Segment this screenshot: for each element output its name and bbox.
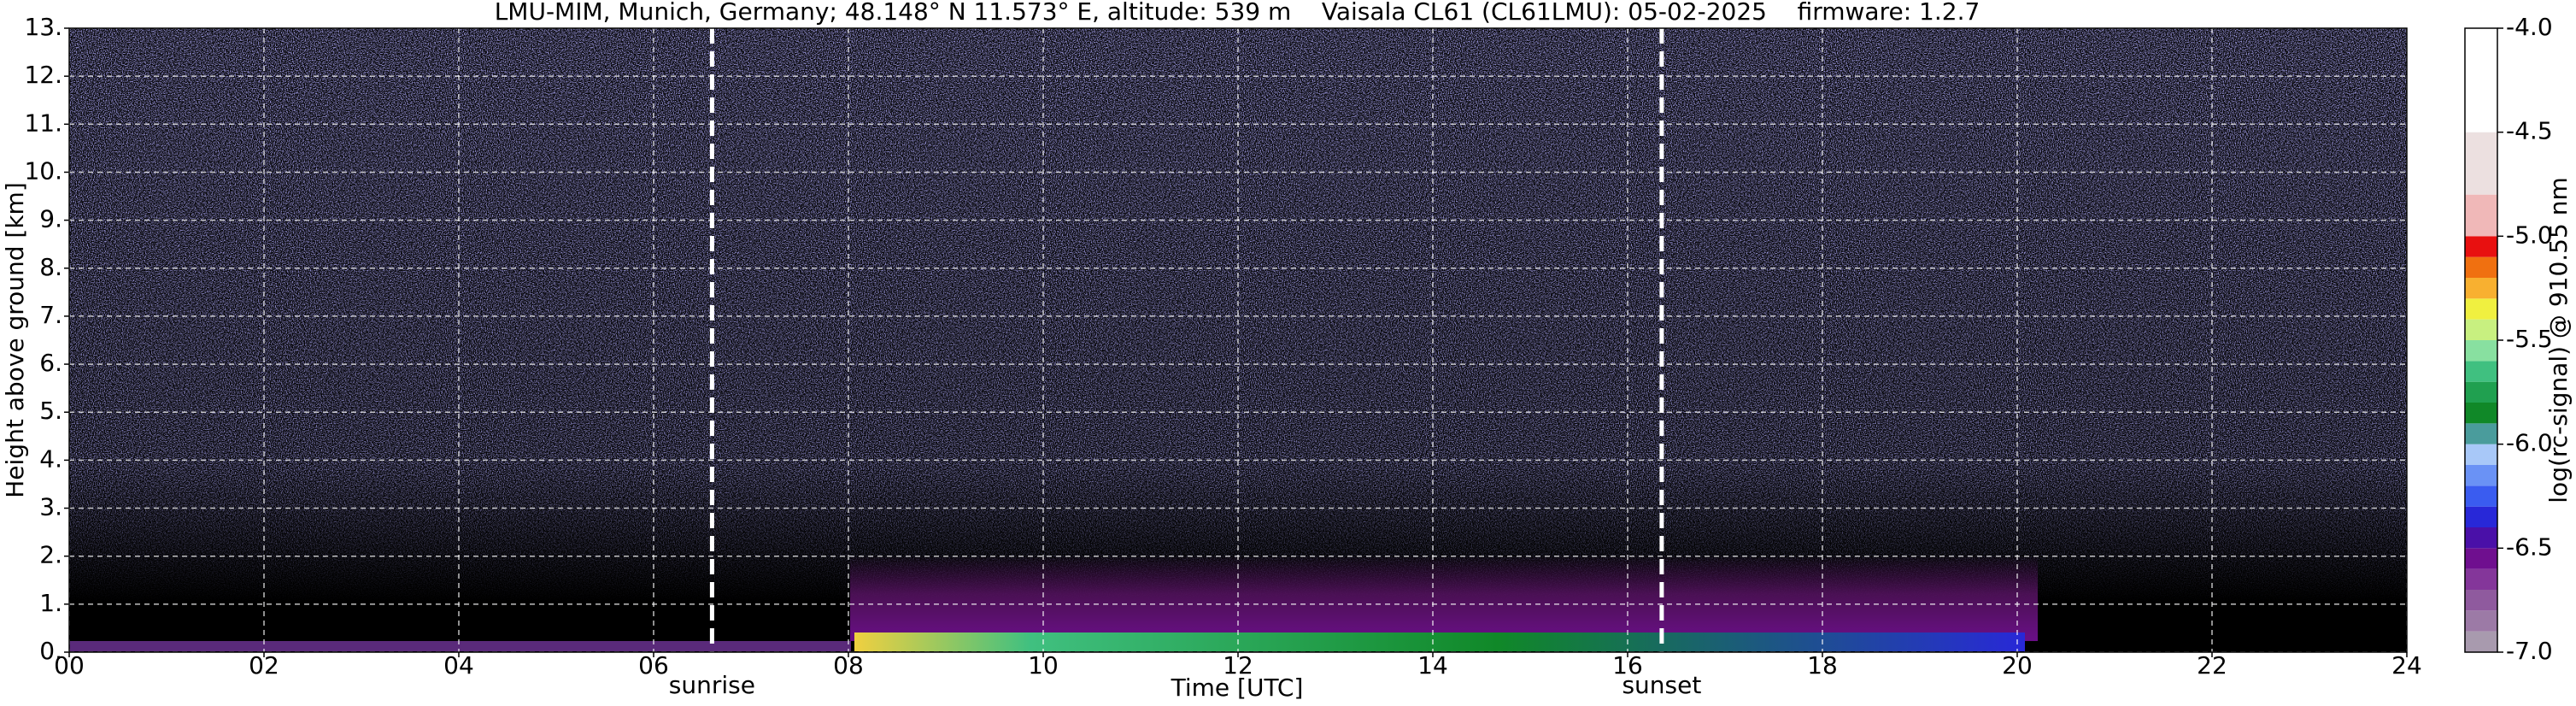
y-axis-label: Height above ground [km] <box>1 182 29 498</box>
colorbar-tick-label: -4.5 <box>2506 117 2553 145</box>
colorbar-band <box>2465 403 2497 424</box>
x-tick-label: 20 <box>2002 651 2033 680</box>
x-tick-label: 06 <box>638 651 669 680</box>
x-tick-label: 24 <box>2391 651 2422 680</box>
y-tick-label: 3. <box>39 493 62 521</box>
y-tick-label: 7. <box>39 301 62 329</box>
colorbar-band <box>2465 506 2497 527</box>
colorbar-band <box>2465 361 2497 382</box>
x-tick-label: 04 <box>443 651 474 680</box>
colorbar-band <box>2465 568 2497 590</box>
colorbar-tick-label: -6.5 <box>2506 532 2553 561</box>
colorbar-band <box>2465 28 2497 132</box>
x-tick-label: 10 <box>1028 651 1059 680</box>
x-tick-label: 08 <box>833 651 864 680</box>
colorbar-tick-label: -5.0 <box>2506 221 2553 249</box>
chart-title: LMU-MIM, Munich, Germany; 48.148° N 11.5… <box>495 0 1980 26</box>
colorbar-band <box>2465 423 2497 444</box>
x-tick-label: 16 <box>1612 651 1643 680</box>
colorbar-band <box>2465 381 2497 403</box>
colorbar-band <box>2465 319 2497 340</box>
y-tick-label: 9. <box>39 205 62 233</box>
y-tick-label: 12. <box>24 61 62 89</box>
colorbar-band <box>2465 236 2497 257</box>
colorbar-label: log(rc-signal) @ 910.55 nm <box>2544 177 2573 503</box>
colorbar-band <box>2465 631 2497 652</box>
event-label: sunrise <box>669 671 755 699</box>
colorbar-band <box>2465 298 2497 320</box>
colorbar-band <box>2465 444 2497 465</box>
boundary-layer-texture <box>850 556 2038 641</box>
y-tick-label: 2. <box>39 541 62 569</box>
colorbar-band <box>2465 485 2497 507</box>
colorbar-band <box>2465 340 2497 362</box>
colorbar-band <box>2465 527 2497 549</box>
colorbar-band <box>2465 465 2497 486</box>
colorbar-band <box>2465 194 2497 237</box>
near-ground-texture <box>854 632 2025 651</box>
y-tick-label: 10. <box>24 156 62 185</box>
y-tick-label: 13. <box>24 13 62 41</box>
colorbar-band <box>2465 132 2497 195</box>
plot-frame <box>68 27 2408 653</box>
y-tick-label: 0. <box>39 637 62 665</box>
x-tick-label: 02 <box>249 651 279 680</box>
y-tick-label: 5. <box>39 397 62 425</box>
colorbar-band <box>2465 278 2497 299</box>
colorbar-band <box>2465 548 2497 569</box>
x-tick-label: 12 <box>1223 651 1253 680</box>
colorbar-band <box>2465 256 2497 278</box>
colorbar-tick-label: -6.0 <box>2506 429 2553 457</box>
near-ground-texture <box>69 641 851 651</box>
colorbar-tick-label: -5.5 <box>2506 325 2553 353</box>
y-tick-label: 11. <box>24 109 62 137</box>
colorbar-band <box>2465 610 2497 632</box>
x-tick-label: 00 <box>54 651 85 680</box>
y-tick-label: 4. <box>39 444 62 473</box>
event-label: sunset <box>1622 671 1701 699</box>
colorbar-tick-label: -4.0 <box>2506 13 2553 41</box>
colorbar-band <box>2465 590 2497 611</box>
y-tick-label: 8. <box>39 253 62 281</box>
x-axis-label: Time [UTC] <box>1171 674 1304 702</box>
y-tick-label: 6. <box>39 349 62 377</box>
x-tick-label: 22 <box>2197 651 2227 680</box>
colorbar-tick-label: -7.0 <box>2506 637 2553 665</box>
x-tick-label: 14 <box>1417 651 1448 680</box>
x-tick-label: 18 <box>1807 651 1838 680</box>
y-tick-label: 1. <box>39 589 62 617</box>
